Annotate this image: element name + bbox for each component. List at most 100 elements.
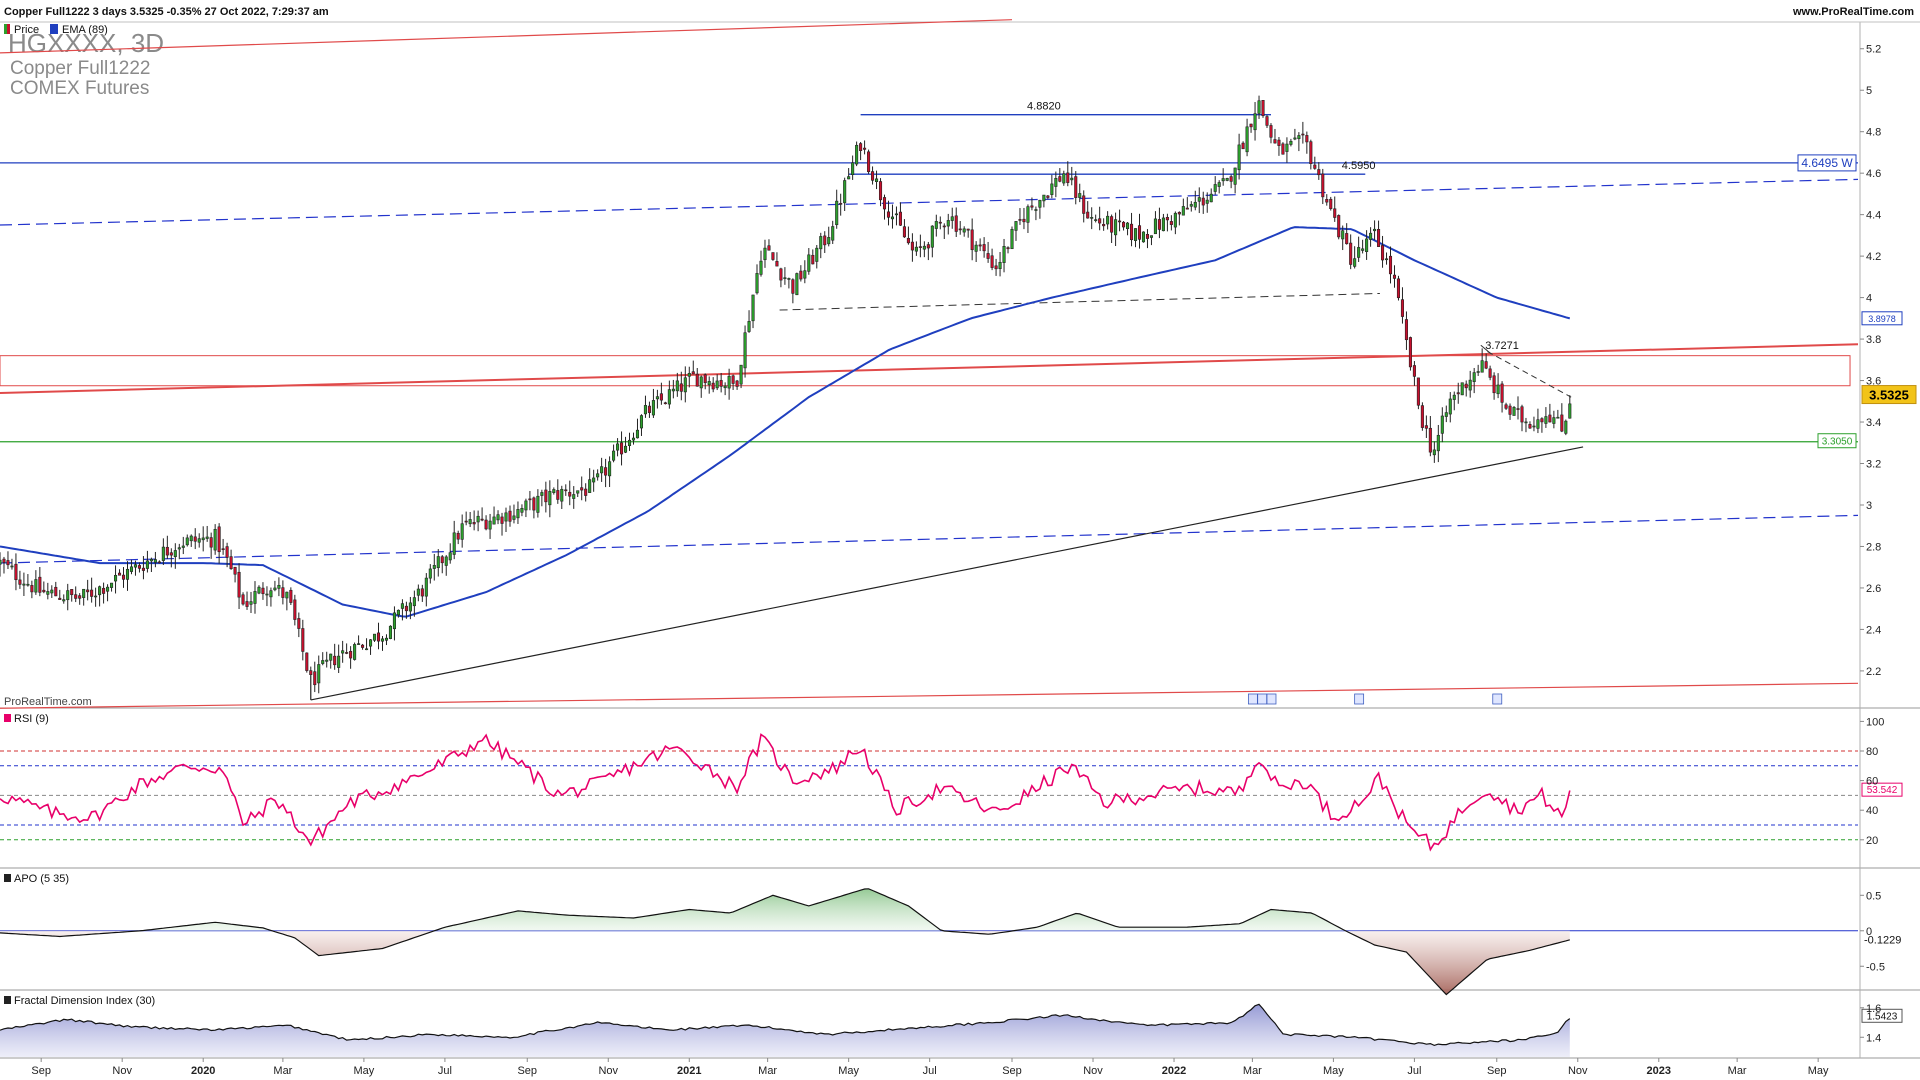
candle-up: [1365, 238, 1369, 253]
candle-down: [695, 373, 699, 387]
price-tick-label: 4.6: [1866, 168, 1881, 180]
candle-up: [572, 494, 576, 499]
x-tick-label: Nov: [1568, 1065, 1588, 1077]
long-term-trendline: [310, 446, 1584, 701]
ema-legend-swatch: [50, 24, 58, 34]
candle-down: [882, 197, 887, 210]
candle-down: [1325, 199, 1329, 203]
candle-down: [898, 211, 902, 226]
candle-up: [631, 437, 636, 441]
candle-up: [1289, 140, 1293, 145]
candle-down: [1349, 242, 1353, 265]
candle-up: [827, 237, 831, 245]
candle-up: [444, 556, 448, 566]
candle-up: [1472, 372, 1476, 382]
header-summary: Copper Full1222 3 days 3.5325 -0.35% 27 …: [4, 6, 329, 18]
price-legend-swatch-down: [7, 24, 10, 34]
ema-layer: [0, 226, 1571, 618]
candle-down: [261, 587, 265, 595]
candle-down: [1273, 139, 1277, 144]
candle-up: [1217, 182, 1221, 187]
fdi-line: [0, 1003, 1571, 1047]
candle-up: [1556, 416, 1560, 419]
candle-down: [659, 393, 663, 401]
candle-down: [1241, 142, 1245, 150]
candle-down: [867, 151, 871, 173]
candle-down: [906, 237, 910, 244]
x-tick-label: May: [838, 1065, 859, 1077]
candle-down: [1337, 215, 1341, 238]
candle-down: [1046, 195, 1050, 198]
candle-down: [918, 246, 922, 248]
fdi-area: [0, 1004, 1570, 1057]
candle-down: [779, 268, 783, 281]
candle-down: [1165, 217, 1169, 221]
support-label: 3.3050: [1822, 437, 1853, 448]
candle-down: [604, 467, 608, 476]
rsi-tick-label: 20: [1866, 835, 1878, 847]
candles-layer: [0, 95, 1572, 705]
candle-up: [468, 519, 472, 525]
candle-down: [1424, 425, 1428, 429]
apo-legend-swatch: [4, 874, 11, 882]
candle-up: [452, 532, 456, 555]
x-tick-label: Mar: [758, 1065, 777, 1077]
candle-up: [1369, 232, 1373, 240]
candle-up: [149, 559, 153, 562]
candle-up: [1205, 199, 1209, 204]
x-tick-label: Jul: [923, 1065, 937, 1077]
candle-down: [703, 374, 707, 384]
candle-up: [428, 568, 432, 579]
candle-down: [58, 597, 62, 600]
candle-up: [1452, 394, 1456, 400]
prorealtime-watermark: ProRealTime.com: [4, 696, 92, 708]
website-link[interactable]: www.ProRealTime.com: [1792, 6, 1914, 18]
candle-down: [1492, 375, 1496, 394]
candle-down: [942, 225, 946, 228]
candle-down: [6, 560, 10, 566]
candle-down: [1329, 198, 1333, 209]
candle-down: [293, 599, 297, 620]
candle-up: [26, 583, 30, 586]
candle-up: [129, 566, 134, 572]
candle-up: [133, 564, 138, 568]
candle-up: [82, 588, 86, 598]
candle-up: [1253, 113, 1257, 131]
candle-up: [341, 650, 345, 654]
candle-up: [835, 200, 839, 226]
candle-up: [1221, 178, 1225, 182]
candle-down: [1265, 116, 1269, 126]
candle-down: [556, 490, 560, 500]
ema-axis-label: 3.8978: [1868, 314, 1896, 324]
candle-down: [1030, 205, 1034, 208]
last-price-box: [1861, 385, 1917, 405]
rsi-tick-label: 40: [1866, 805, 1878, 817]
fdi-panel-title: Fractal Dimension Index (30): [14, 995, 155, 1007]
candle-down: [225, 546, 229, 558]
candle-up: [843, 180, 847, 204]
candle-up: [934, 221, 938, 229]
candle-down: [2, 558, 6, 563]
trend-drawings: [0, 19, 1859, 709]
candle-up: [273, 587, 277, 591]
legend: Price EMA (89): [4, 24, 108, 36]
candle-up: [1034, 209, 1038, 211]
candle-down: [954, 215, 958, 232]
candle-up: [321, 660, 325, 664]
candle-down: [1102, 223, 1106, 227]
apo-panel-title: APO (5 35): [14, 873, 69, 885]
red-channel-mid: [0, 343, 1859, 394]
blue-dashed-channel-bottom: [0, 514, 1859, 564]
candle-up: [1010, 229, 1014, 250]
candle-down: [1456, 392, 1460, 395]
candle-up: [516, 509, 520, 519]
candle-up: [1353, 258, 1357, 267]
candle-down: [121, 574, 126, 580]
candle-up: [651, 400, 655, 416]
ema-axis-box: [1861, 311, 1903, 326]
candle-up: [1357, 247, 1361, 258]
x-tick-label: Sep: [517, 1065, 537, 1077]
candle-up: [699, 376, 703, 389]
candle-up: [592, 477, 596, 483]
